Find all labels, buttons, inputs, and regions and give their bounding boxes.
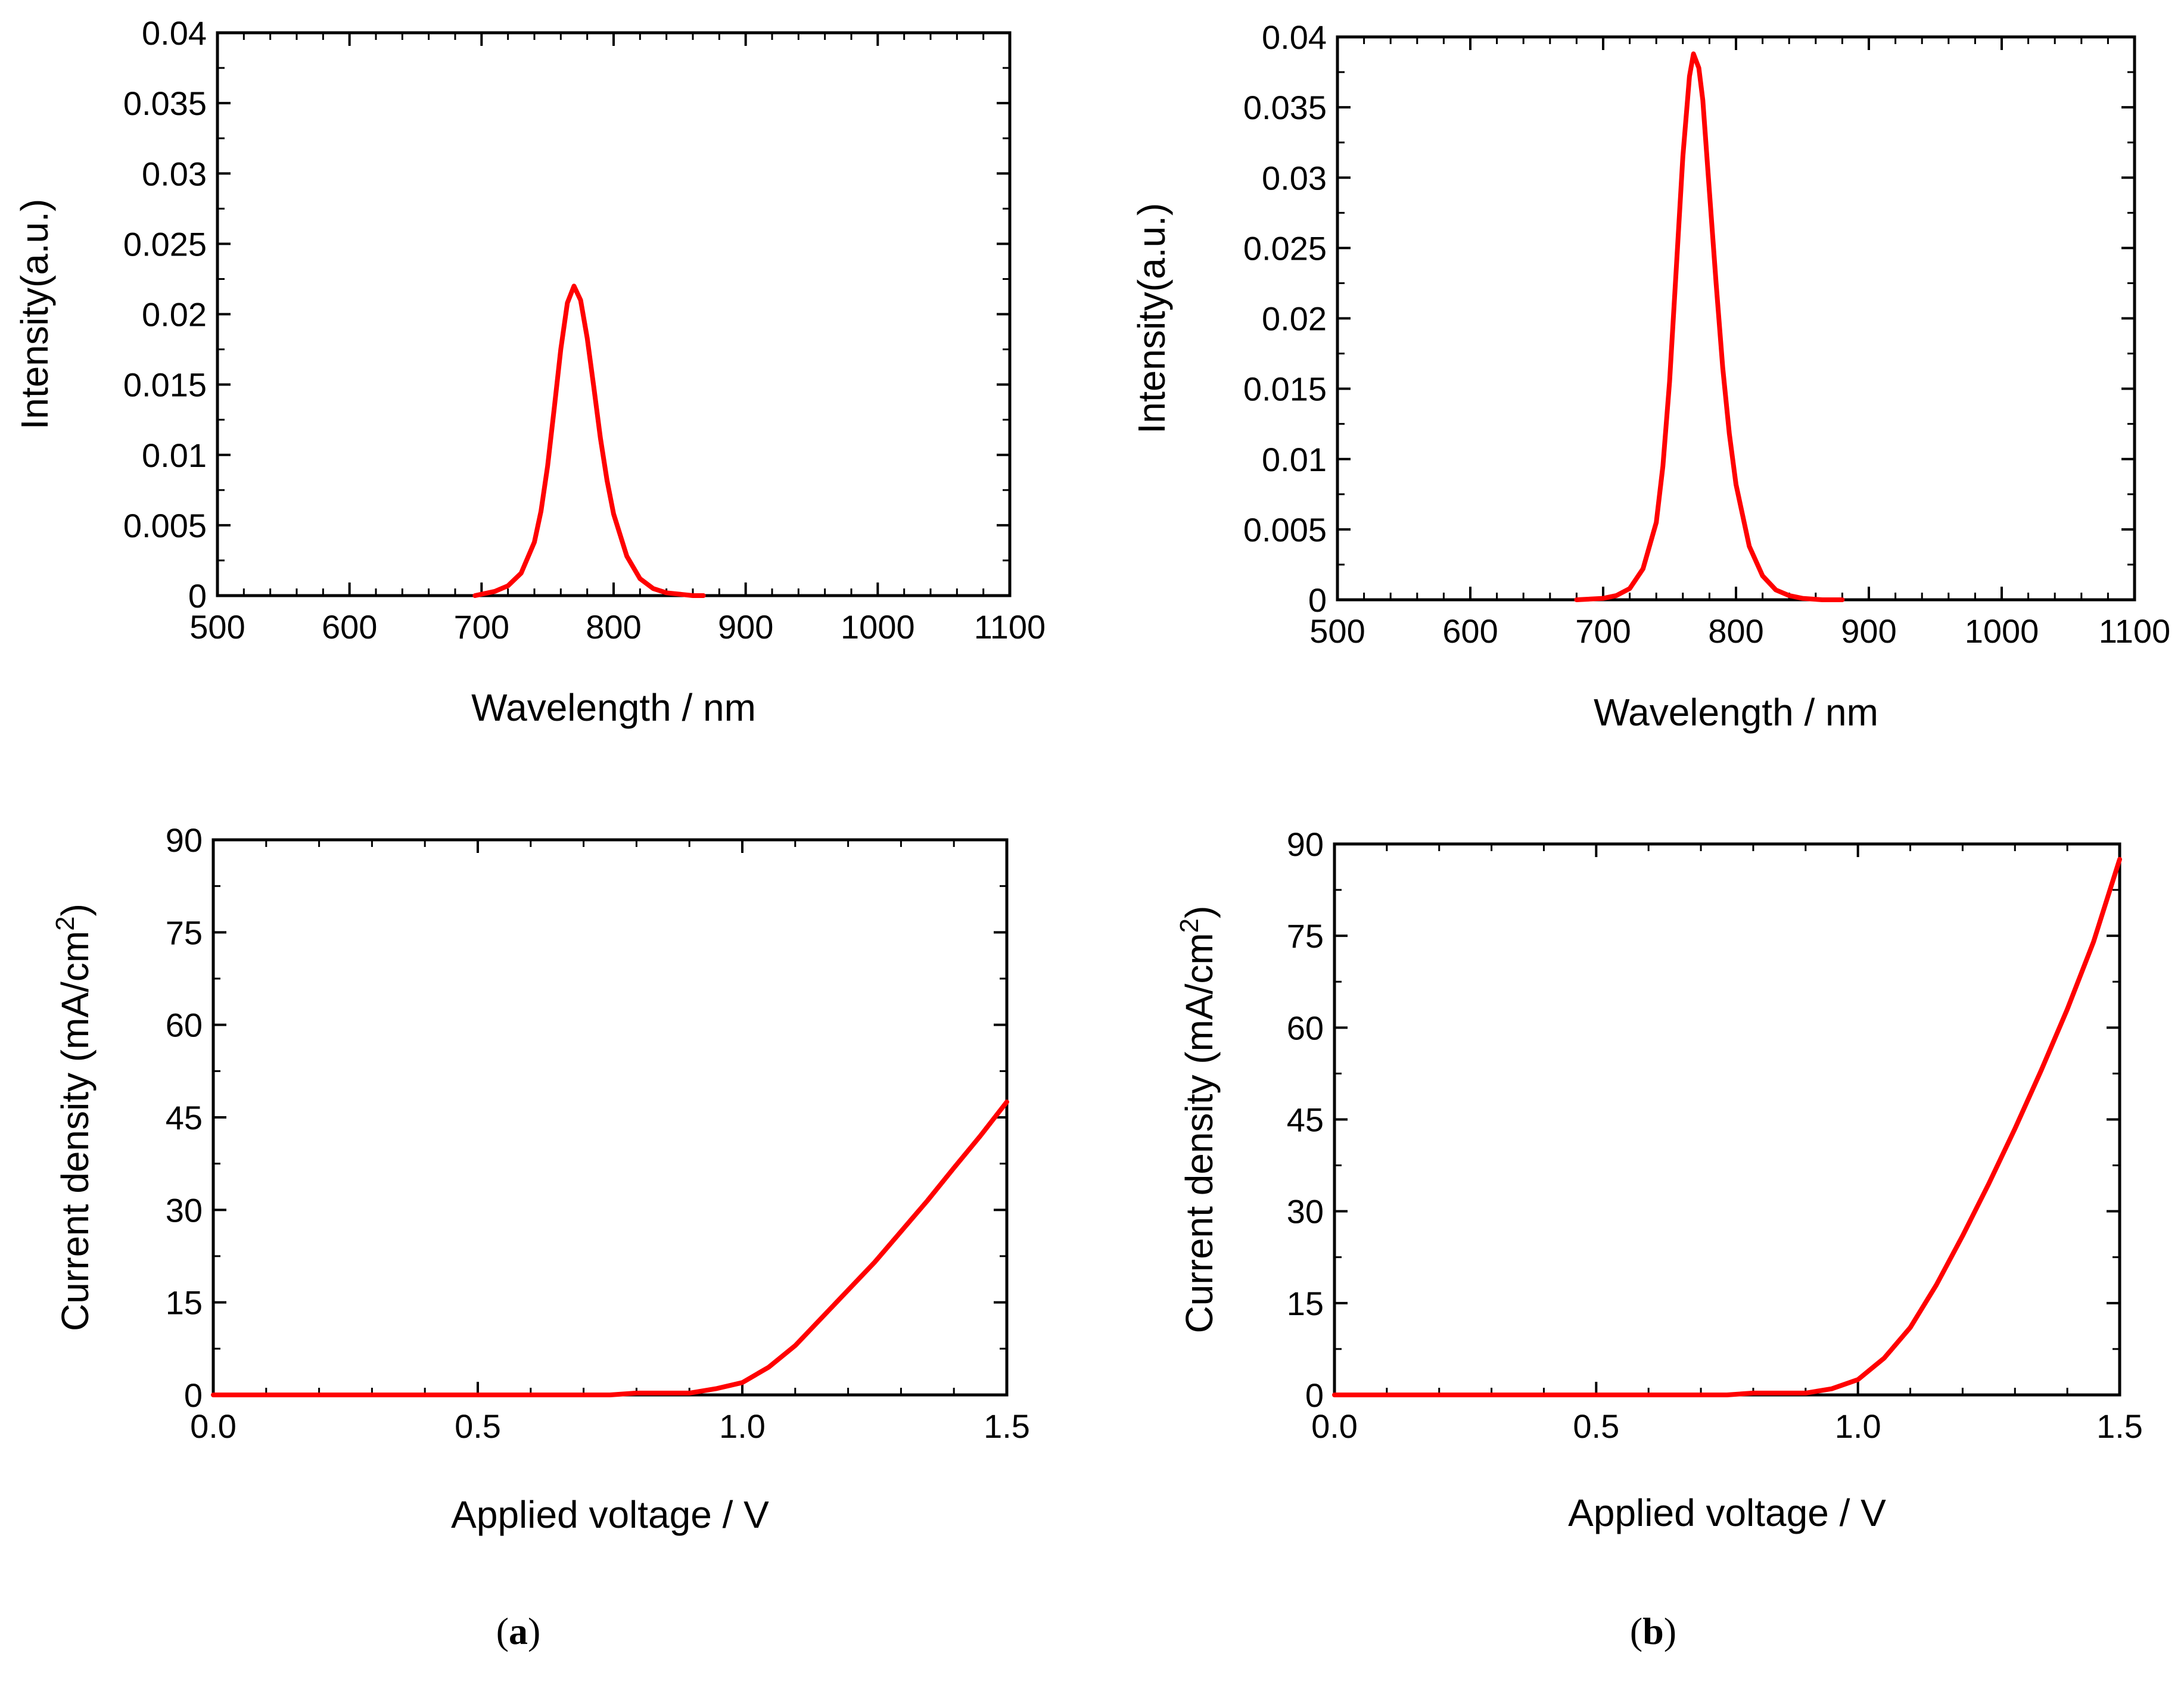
spectrum-b-xlabel: Wavelength / nm [1594,691,1878,734]
jv-a-ytick-label: 90 [166,821,203,859]
jv-a-xtick-label: 0.5 [455,1407,501,1445]
spectrum-a-ytick-label: 0.02 [142,296,207,334]
spectrum-a-ytick-label: 0.015 [123,366,207,404]
spectrum-b-xtick-label: 700 [1575,612,1631,650]
chart-jv-a: 0.0 0.5 1.0 1.5 0 15 30 45 60 75 90 Applied voltage… [51,821,1030,1536]
spectrum-a-xtick-label: 800 [586,608,641,646]
spectrum-a-xlabel: Wavelength / nm [471,686,756,729]
jv-b-ylabel: Current density (mA/cm2) [1175,906,1221,1334]
spectrum-a-ytick-label: 0.03 [142,155,207,192]
jv-b-ytick-label: 45 [1287,1101,1324,1139]
jv-b-xtick-label: 0.5 [1573,1407,1619,1445]
spectrum-a-ytick-label: 0.01 [142,437,207,474]
spectrum-b-ytick-label: 0.005 [1243,511,1327,549]
chart-spectrum-b: 500 600 700 800 900 1000 1100 0 0.005 0.01 0.015 0.… [1130,18,2170,734]
spectrum-b-ytick-label: 0.03 [1262,159,1327,197]
spectrum-b-xtick-label: 500 [1309,612,1365,650]
spectrum-a-xtick-label: 1000 [841,608,915,646]
spectrum-a-ytick-label: 0.04 [142,14,207,52]
jv-a-ytick-label: 0 [184,1376,203,1414]
spectrum-b-ytick-label: 0.025 [1243,229,1327,267]
spectrum-a-ylabel: Intensity(a.u.) [13,199,56,430]
chart-spectrum-a: 500 600 700 800 900 1000 1100 0 0.005 0.01 0.015 0.… [13,14,1046,729]
spectrum-b-ytick-label: 0.02 [1262,300,1327,338]
spectrum-b-ytick-label: 0.04 [1262,18,1327,56]
spectrum-a-xtick-label: 1100 [974,608,1046,646]
jv-b-xtick-label: 1.0 [1835,1407,1881,1445]
spectrum-a-ytick-label: 0.025 [123,225,207,263]
jv-a-xtick-label: 1.5 [984,1407,1030,1445]
jv-a-ytick-label: 30 [166,1191,203,1229]
spectrum-b-xtick-label: 900 [1841,612,1896,650]
jv-a-xtick-label: 0.0 [190,1407,237,1445]
spectrum-a-ytick-label: 0 [188,577,207,615]
spectrum-a-xtick-label: 600 [322,608,377,646]
spectrum-b-xtick-label: 600 [1442,612,1498,650]
jv-b-series-line [1332,856,2122,1397]
spectrum-b-frame [1336,35,2136,602]
spectrum-b-ytick-label: 0 [1308,581,1327,619]
jv-a-xlabel: Applied voltage / V [451,1493,769,1536]
jv-b-ytick-label: 0 [1305,1376,1324,1414]
spectrum-b-ytick-label: 0.035 [1243,89,1327,126]
panel-label-a: (a) [496,1610,541,1652]
panel-label-b: (b) [1630,1610,1676,1652]
spectrum-b-ytick-label: 0.015 [1243,370,1327,408]
spectrum-b-series-line [1574,51,1845,602]
jv-b-xtick-label: 0.0 [1311,1407,1358,1445]
jv-a-ytick-label: 15 [166,1284,203,1322]
jv-a-xtick-label: 1.0 [719,1407,766,1445]
jv-a-ytick-label: 60 [166,1007,203,1044]
jv-b-frame [1333,842,2121,1397]
jv-a-ytick-label: 45 [166,1099,203,1136]
jv-b-ytick-label: 90 [1287,826,1324,863]
spectrum-b-ytick-label: 0.01 [1262,441,1327,478]
jv-a-ytick-label: 75 [166,914,203,951]
jv-b-ytick-label: 60 [1287,1009,1324,1046]
jv-b-xlabel: Applied voltage / V [1568,1491,1886,1534]
spectrum-a-ytick-label: 0.035 [123,85,207,122]
spectrum-b-ylabel: Intensity(a.u.) [1130,203,1173,434]
jv-a-ylabel: Current density (mA/cm2) [51,904,97,1331]
jv-b-ytick-label: 75 [1287,917,1324,955]
jv-a-frame [211,838,1009,1397]
spectrum-b-xtick-label: 1000 [1965,612,2039,650]
spectrum-b-xtick-label: 800 [1708,612,1763,650]
jv-b-ytick-label: 30 [1287,1193,1324,1231]
spectrum-a-ytick-label: 0.005 [123,507,207,544]
spectrum-b-xtick-label: 1100 [2099,612,2170,650]
spectrum-a-xtick-label: 500 [189,608,245,646]
chart-jv-b: 0.0 0.5 1.0 1.5 0 15 30 45 60 75 90 Applied voltage… [1175,826,2143,1534]
spectrum-a-xtick-label: 700 [454,608,509,646]
spectrum-a-xtick-label: 900 [718,608,773,646]
spectrum-a-series-line [472,284,706,598]
jv-a-series-line [211,1099,1009,1397]
jv-b-xtick-label: 1.5 [2096,1407,2143,1445]
jv-b-ytick-label: 15 [1287,1285,1324,1322]
